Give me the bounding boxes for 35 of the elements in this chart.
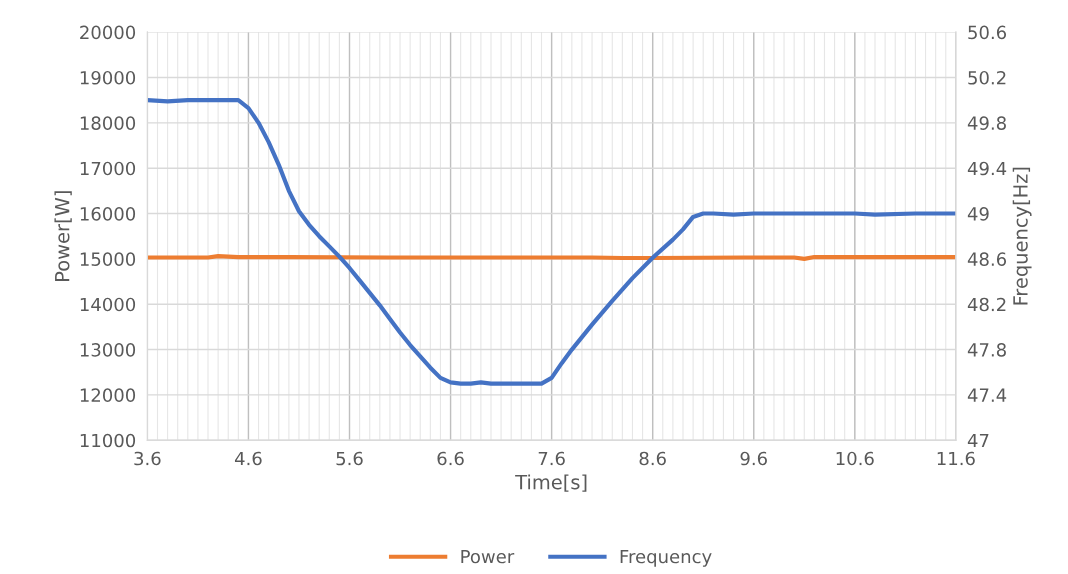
x-axis-title: Time[s] [515, 474, 587, 492]
y2-tick-label: 48.6 [967, 252, 1007, 266]
y2-tick-label: 49.4 [967, 161, 1007, 176]
y2-tick-label: 48.2 [967, 297, 1006, 312]
y-tick-label: 11000 [80, 433, 136, 448]
y-axis-title: Power[W] [54, 191, 72, 281]
y-tick-label: 12000 [80, 388, 136, 403]
y2-axis-title: Frequency[Hz] [1012, 167, 1032, 305]
y-tick-label: 13000 [80, 343, 136, 357]
x-tick-label: 11.6 [937, 451, 975, 466]
y-tick-label: 14000 [80, 297, 136, 312]
y-tick-label: 19000 [80, 70, 136, 85]
y2-tick-label: 49 [967, 206, 989, 221]
x-tick-label: 8.6 [639, 451, 666, 466]
y-tick-label: 15000 [80, 252, 136, 266]
x-tick-label: 3.6 [134, 451, 161, 466]
y2-tick-label: 47.8 [967, 343, 1006, 357]
y-tick-label: 18000 [80, 116, 136, 130]
y2-tick-label: 47 [967, 433, 989, 448]
legend-label: Power [461, 549, 515, 564]
x-tick-label: 6.6 [437, 451, 464, 466]
x-tick-label: 9.6 [740, 451, 767, 466]
x-tick-label: 5.6 [336, 451, 363, 466]
y2-tick-label: 50.6 [968, 25, 1007, 40]
y2-tick-label: 50.2 [968, 70, 1006, 85]
x-tick-label: 7.6 [538, 451, 565, 466]
legend-label: Frequency [620, 549, 712, 567]
y-tick-label: 20000 [80, 25, 136, 40]
y2-tick-label: 47.4 [967, 388, 1007, 402]
line-series [147, 98, 956, 386]
y2-tick-label: 49.8 [967, 116, 1006, 130]
x-tick-label: 10.6 [836, 451, 874, 466]
y-tick-label: 17000 [80, 161, 136, 176]
x-tick-label: 4.6 [234, 451, 262, 466]
y-tick-label: 16000 [80, 206, 136, 221]
